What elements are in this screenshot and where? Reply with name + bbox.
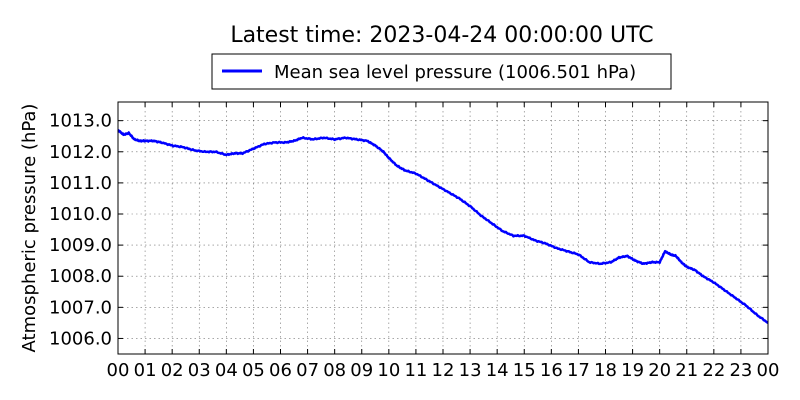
legend-label: Mean sea level pressure (1006.501 hPa) <box>274 62 636 83</box>
x-tick-label: 08 <box>323 360 346 381</box>
x-tick-label: 20 <box>648 360 671 381</box>
x-tick-label: 00 <box>107 360 130 381</box>
y-tick-label: 1006.0 <box>49 328 112 349</box>
x-tick-label: 16 <box>540 360 563 381</box>
x-tick-label: 04 <box>215 360 238 381</box>
y-tick-label: 1011.0 <box>49 173 112 194</box>
x-tick-label: 02 <box>161 360 184 381</box>
y-tick-label: 1013.0 <box>49 111 112 132</box>
y-tick-label: 1010.0 <box>49 204 112 225</box>
x-tick-label: 05 <box>242 360 265 381</box>
x-tick-label: 10 <box>377 360 400 381</box>
plot-frame <box>117 101 769 355</box>
legend: Mean sea level pressure (1006.501 hPa) <box>211 53 672 90</box>
x-tick-label: 19 <box>621 360 644 381</box>
y-tick-label: 1007.0 <box>49 297 112 318</box>
legend-box <box>211 53 672 90</box>
x-tick-label: 03 <box>188 360 211 381</box>
x-tick-label: 17 <box>567 360 590 381</box>
x-tick-label: 00 <box>757 360 780 381</box>
y-tick-label: 1012.0 <box>49 142 112 163</box>
x-tick-label: 13 <box>459 360 482 381</box>
x-tick-label: 21 <box>675 360 698 381</box>
x-tick-label: 14 <box>486 360 509 381</box>
y-tick-label: 1009.0 <box>49 235 112 256</box>
series-line-mean-sea-level-pressure <box>117 129 769 324</box>
axis-ticks: 00 01 02 03 04 05 06 07 08 09 10 11 12 13 14 15 16 17 18 19… <box>49 102 779 381</box>
x-tick-label: 18 <box>594 360 617 381</box>
x-tick-label: 01 <box>134 360 157 381</box>
y-tick-label: 1008.0 <box>49 266 112 287</box>
x-tick-label: 09 <box>350 360 373 381</box>
x-tick-label: 15 <box>513 360 536 381</box>
y-axis-label: Atmospheric pressure (hPa) <box>19 104 40 353</box>
x-tick-label: 06 <box>269 360 292 381</box>
x-tick-label: 11 <box>404 360 427 381</box>
x-tick-label: 23 <box>729 360 752 381</box>
chart-title: Latest time: 2023-04-24 00:00:00 UTC <box>230 23 653 48</box>
grid <box>118 102 768 354</box>
x-tick-label: 12 <box>432 360 455 381</box>
x-tick-label: 07 <box>296 360 319 381</box>
x-tick-label: 22 <box>702 360 725 381</box>
